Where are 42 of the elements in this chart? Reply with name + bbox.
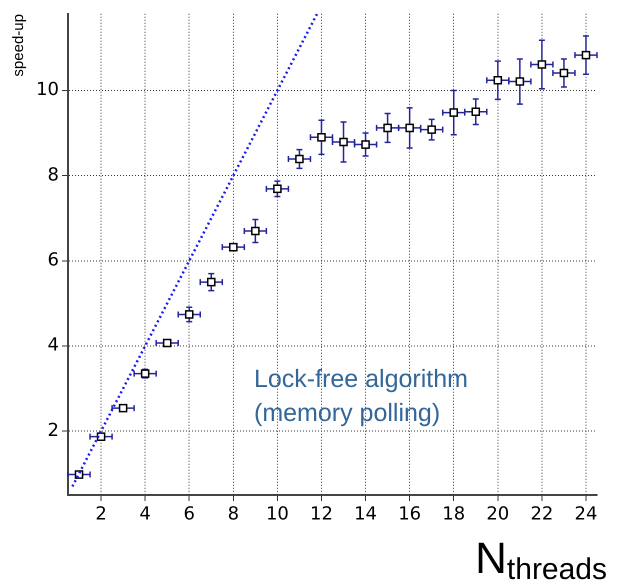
- y-tick-label: 6: [48, 249, 59, 270]
- x-tick-label: 10: [266, 503, 289, 524]
- point: [339, 138, 348, 146]
- point: [184, 310, 194, 319]
- y-tick-label: 8: [48, 164, 59, 186]
- point: [560, 68, 568, 78]
- point: [273, 184, 282, 194]
- x-tick-label: 24: [574, 503, 598, 524]
- point: [229, 242, 238, 252]
- point: [427, 125, 436, 134]
- point: [582, 50, 590, 60]
- x-tick-label: 22: [530, 503, 554, 524]
- point: [118, 404, 128, 412]
- point: [449, 108, 458, 117]
- y-tick-label: 4: [48, 334, 59, 356]
- x-tick-label: 20: [486, 503, 510, 524]
- x-axis-title: N$_{threads}$: [475, 534, 607, 585]
- x-tick-label: 6: [184, 503, 195, 524]
- point: [516, 77, 524, 86]
- y-tick-label: 10: [36, 79, 59, 100]
- point: [96, 432, 106, 441]
- x-tick-label: 4: [139, 503, 151, 524]
- y-axis-title: speed-up: [10, 14, 27, 77]
- point: [471, 107, 480, 116]
- point: [295, 154, 304, 164]
- point: [405, 124, 414, 132]
- point: [494, 76, 502, 85]
- x-tick-label: 18: [442, 503, 466, 524]
- point: [383, 124, 392, 132]
- x-tick-label: 16: [398, 503, 422, 524]
- point: [361, 140, 370, 149]
- x-tick-label: 8: [228, 503, 240, 524]
- y-tick-label: 2: [48, 420, 59, 441]
- point: [317, 133, 326, 142]
- point: [251, 226, 260, 236]
- point: [206, 278, 216, 286]
- point: [538, 60, 546, 69]
- annotation: Lock-free algorithm (memory polling): [254, 364, 468, 429]
- x-tick-label: 12: [310, 503, 333, 524]
- x-tick-label: 2: [95, 503, 107, 524]
- point: [162, 338, 172, 348]
- x-tick-label: 14: [354, 503, 378, 524]
